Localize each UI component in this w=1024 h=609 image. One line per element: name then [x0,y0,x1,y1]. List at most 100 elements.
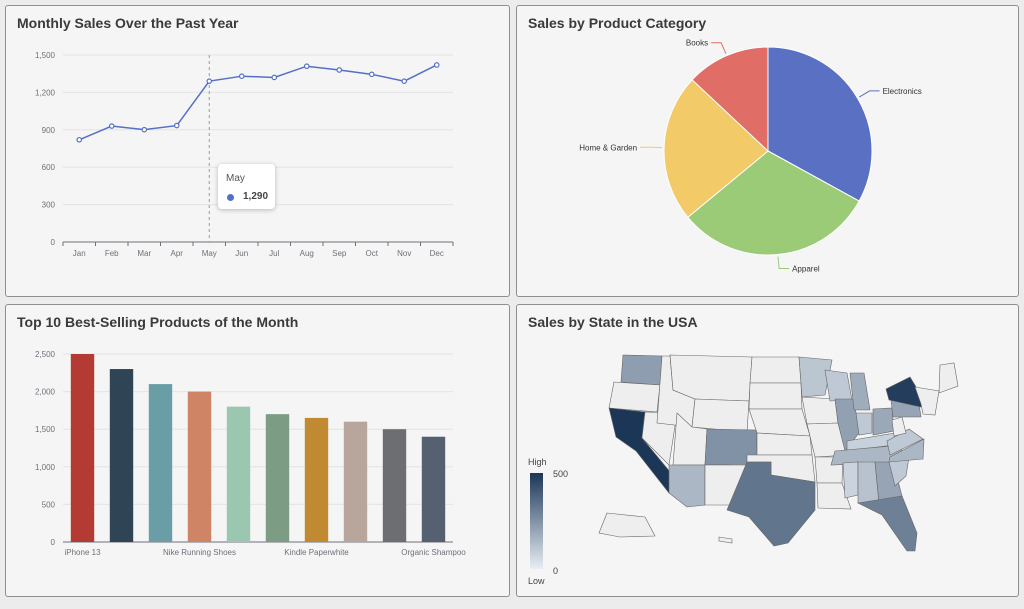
y-tick-label: 900 [42,126,56,135]
pie-label-line [858,90,880,98]
bar [421,436,446,542]
tooltip-series-dot [227,194,234,201]
pie-label-line [777,256,790,269]
state-north-dakota[interactable] [749,356,802,384]
bar [343,421,368,542]
state-new-england[interactable] [914,386,940,416]
x-tick-label: Kindle Paperwhite [284,548,349,557]
sales-line [78,64,438,141]
pie-slice-label: Books [686,39,708,48]
x-tick-label: Aug [300,249,314,258]
state-alaska[interactable] [598,512,656,538]
bar [382,429,407,542]
data-point [336,67,343,73]
state-north-carolina[interactable] [888,438,925,463]
x-tick-label: Feb [105,249,119,258]
state-west-virginia[interactable] [891,416,907,437]
y-tick-label: 300 [42,201,56,210]
state-minnesota[interactable] [798,356,833,398]
state-arizona[interactable] [668,464,706,508]
state-indiana[interactable] [855,412,873,436]
bar [70,354,95,542]
state-maine[interactable] [938,362,959,394]
pie-slice [767,46,873,202]
usa-map: High Low 500 0 [528,354,959,586]
state-michigan[interactable] [849,372,871,411]
pie-slice-label: Home & Garden [579,143,637,152]
pie-slice [663,79,769,218]
map-legend-bar[interactable] [530,473,543,569]
line-chart: 0 300 600 900 1,200 1,500 Jan Feb Mar Apr May Jun Ju… [35,51,454,258]
x-tick-label: Sep [332,249,347,258]
state-florida[interactable] [857,495,918,552]
state-south-dakota[interactable] [748,382,803,410]
state-ohio[interactable] [872,407,895,436]
map-legend-low: Low [528,576,545,586]
pie-slice [687,150,860,256]
pie-chart-panel: Sales by Product Category Electronics App… [516,5,1019,297]
state-oregon[interactable] [608,381,661,413]
pie-chart: Electronics Apparel Home & Garden Books [579,39,922,274]
data-point [303,63,310,70]
y-tick-label: 0 [51,538,56,547]
map-legend-max: 500 [553,469,568,479]
state-kansas[interactable] [756,432,813,456]
map-legend-high: High [528,457,547,467]
x-tick-label: Jun [235,249,248,258]
x-tick-label: Jul [269,249,279,258]
state-wyoming[interactable] [691,398,750,433]
y-tick-label: 600 [42,163,56,172]
tooltip-month: May [226,173,245,184]
pie-slice [691,46,769,153]
map-panel: Sales by State in the USA High Low 500 0 [516,304,1019,597]
state-wisconsin[interactable] [824,369,853,402]
x-tick-label: May [202,249,217,258]
x-tick-label: Oct [366,249,379,258]
y-tick-label: 0 [51,238,56,247]
bar [187,391,212,542]
y-tick-label: 2,500 [35,350,56,359]
state-mississippi[interactable] [842,461,859,499]
x-tick-label: Mar [137,249,151,258]
pie-label-line [711,42,727,54]
x-tick-label: Dec [430,249,444,258]
bar-chart-panel: Top 10 Best-Selling Products of the Mont… [5,304,510,597]
pie-slice-label: Electronics [883,87,922,96]
map-title: Sales by State in the USA [528,314,698,330]
y-tick-label: 1,200 [35,88,56,97]
y-tick-label: 2,000 [35,388,56,397]
bar [226,406,251,542]
x-tick-label: Organic Shampoo [401,548,466,557]
data-point [206,78,213,84]
pie-chart-title: Sales by Product Category [528,15,707,31]
state-hawaii[interactable] [718,536,733,544]
data-point [368,71,375,78]
state-montana[interactable] [669,354,753,402]
state-washington[interactable] [620,354,663,386]
bar [304,417,329,542]
x-tick-label: Jan [73,249,86,258]
chart-tooltip: May 1,290 [218,164,275,209]
state-texas[interactable] [726,461,816,547]
state-louisiana[interactable] [816,482,852,510]
data-point [401,78,408,84]
map-legend-min: 0 [553,566,558,576]
x-tick-label: Nov [397,249,411,258]
data-point [271,74,278,81]
x-tick-label: Nike Running Shoes [163,548,236,557]
tooltip-value: 1,290 [243,191,269,202]
pie-slice-label: Apparel [792,264,820,273]
bar-chart-title: Top 10 Best-Selling Products of the Mont… [17,314,299,330]
line-chart-title: Monthly Sales Over the Past Year [17,15,239,31]
state-nebraska[interactable] [748,408,811,437]
line-chart-panel: Monthly Sales Over the Past Year 0 300 600… [5,5,510,297]
data-point [173,122,180,129]
bar [109,369,134,542]
data-point [433,62,440,68]
y-tick-label: 1,500 [35,425,56,434]
y-tick-label: 500 [42,500,56,509]
x-tick-label: Apr [171,249,184,258]
data-point [108,123,115,129]
y-tick-label: 1,500 [35,51,56,60]
y-tick-label: 1,000 [35,463,56,472]
